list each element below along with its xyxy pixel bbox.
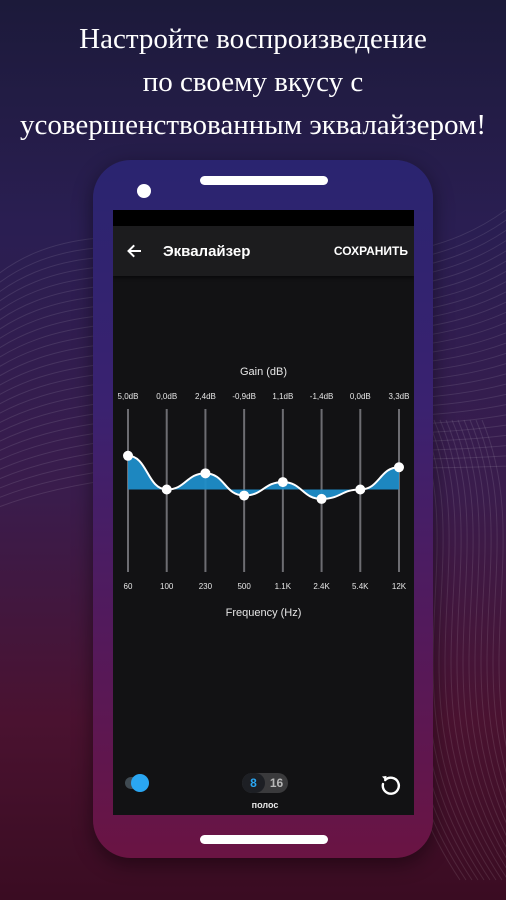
save-button[interactable]: СОХРАНИТЬ	[333, 244, 408, 258]
gain-label: -0,9dB	[232, 392, 256, 401]
page-title: Эквалайзер	[163, 242, 251, 260]
gain-label: 0,0dB	[350, 392, 371, 401]
bands-option-16[interactable]: 16	[269, 776, 284, 790]
eq-band-point	[355, 484, 366, 495]
gain-label: 3,3dB	[389, 392, 410, 401]
gain-label: 0,0dB	[156, 392, 177, 401]
promo-line-3: усовершенствованным эквалайзером!	[20, 109, 486, 141]
app-bar: Эквалайзер СОХРАНИТЬ	[113, 226, 414, 276]
bands-label: полос	[251, 800, 279, 810]
equalizer-toggle[interactable]	[125, 774, 151, 792]
eq-area-fill	[128, 455, 399, 499]
gain-label: 5,0dB	[118, 392, 139, 401]
frequency-label: 2.4K	[313, 582, 330, 591]
eq-band-point	[161, 484, 172, 495]
toggle-thumb	[131, 774, 149, 792]
bands-selector: 8 16	[242, 773, 288, 793]
eq-band-point	[239, 490, 250, 501]
camera-dot	[137, 184, 151, 198]
eq-band-point	[123, 450, 133, 461]
equalizer-chart: Gain (dB) 5,0dB 0,0dB 2,4dB -0,9dB 1,1dB -1,4d…	[118, 366, 410, 619]
status-bar	[113, 210, 414, 226]
chart-xlabel: Frequency (Hz)	[226, 607, 302, 619]
promo-line-1: Настройте воспроизведение	[79, 23, 427, 55]
promo-headline: Настройте воспроизведение по своему вкус…	[0, 18, 506, 147]
eq-band-point	[277, 477, 288, 488]
frequency-label: 230	[199, 582, 213, 591]
frequency-label: 5.4K	[352, 582, 369, 591]
gain-label: 1,1dB	[272, 392, 293, 401]
frequency-label: 12K	[392, 582, 407, 591]
home-bar	[200, 835, 328, 844]
frequency-label: 500	[237, 582, 251, 591]
arrow-left-icon[interactable]	[123, 240, 145, 262]
promo-line-2: по своему вкусу с	[142, 66, 364, 98]
phone-frame: Эквалайзер СОХРАНИТЬ Gain (dB) 5,0dB 0,0dB…	[93, 160, 433, 858]
bands-option-8[interactable]: 8	[242, 773, 265, 793]
frequency-label: 100	[160, 582, 174, 591]
chart-title: Gain (dB)	[240, 366, 287, 378]
gain-label: -1,4dB	[310, 392, 334, 401]
speaker-bar	[200, 176, 328, 185]
eq-band-point	[394, 462, 404, 473]
gain-label: 2,4dB	[195, 392, 216, 401]
app-screen: Эквалайзер СОХРАНИТЬ Gain (dB) 5,0dB 0,0dB…	[113, 210, 414, 815]
reset-icon[interactable]	[380, 773, 402, 795]
eq-band-point	[316, 493, 327, 504]
eq-band-point	[200, 468, 211, 479]
frequency-label: 1.1K	[275, 582, 292, 591]
frequency-label: 60	[124, 582, 133, 591]
